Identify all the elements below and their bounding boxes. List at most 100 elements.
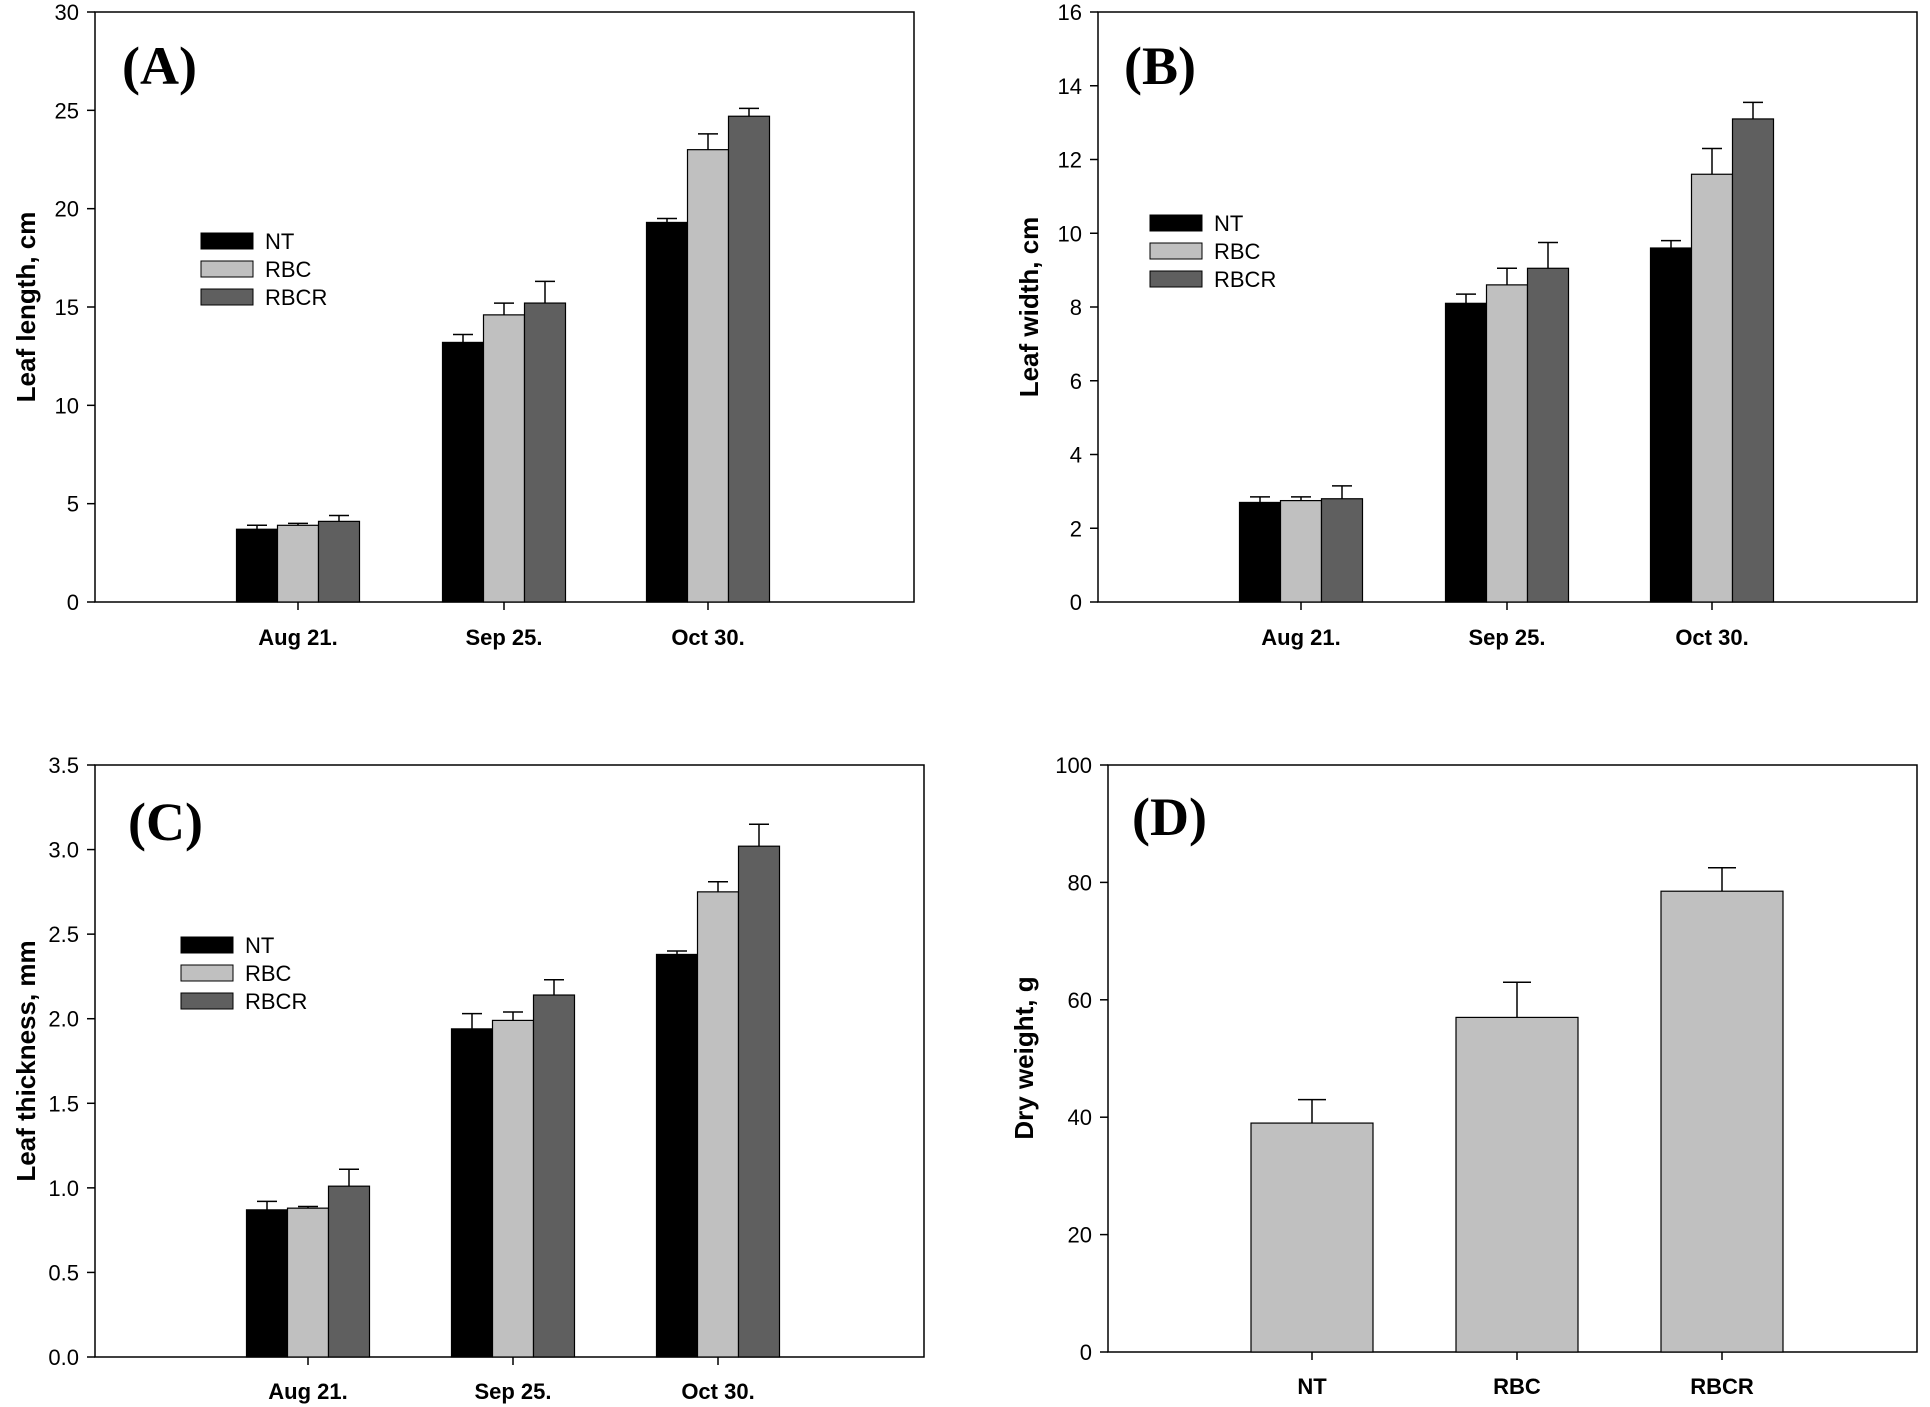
y-tick-label: 100	[1055, 753, 1092, 778]
y-tick-label: 6	[1070, 369, 1082, 394]
legend-swatch	[180, 964, 234, 982]
legend-swatch	[1149, 242, 1203, 260]
y-axis-title: Leaf length, cm	[11, 212, 41, 403]
bar	[727, 115, 771, 603]
bar	[1526, 267, 1570, 603]
bar	[737, 845, 781, 1358]
bar	[696, 891, 740, 1358]
legend-label: RBCR	[1214, 267, 1276, 292]
y-tick-label: 30	[55, 0, 79, 25]
legend-swatch	[1149, 214, 1203, 232]
y-tick-label: 0	[1070, 590, 1082, 615]
y-tick-label: 10	[55, 393, 79, 418]
bar	[1250, 1122, 1374, 1353]
y-tick-label: 25	[55, 98, 79, 123]
bar	[1320, 498, 1364, 603]
legend: NT RBC RBCR	[180, 933, 307, 1014]
y-tick-label: 2.0	[48, 1007, 79, 1032]
y-tick-label: 4	[1070, 443, 1082, 468]
bar	[491, 1019, 535, 1358]
y-tick-label: 3.0	[48, 838, 79, 863]
y-tick-label: 0	[67, 590, 79, 615]
bar	[532, 994, 576, 1358]
panel-letter: (D)	[1132, 787, 1207, 847]
x-tick-label: Oct 30.	[671, 625, 744, 650]
bar	[1238, 501, 1282, 603]
legend-swatch	[180, 992, 234, 1010]
y-tick-label: 14	[1058, 74, 1082, 99]
bar	[1485, 284, 1529, 603]
x-tick-label: Oct 30.	[1675, 625, 1748, 650]
y-tick-label: 80	[1068, 870, 1092, 895]
panel-letter: (B)	[1124, 36, 1196, 96]
x-tick-label: Aug 21.	[258, 625, 337, 650]
y-tick-label: 10	[1058, 221, 1082, 246]
y-tick-label: 15	[55, 295, 79, 320]
y-axis-title: Leaf thickness, mm	[11, 940, 41, 1181]
y-tick-label: 20	[1068, 1223, 1092, 1248]
bar	[1444, 302, 1488, 603]
chart-panel-a: 0 5 10 15 20 25 30 Leaf length, cm Aug 21. Sep 25…	[11, 0, 915, 650]
bar	[655, 953, 699, 1358]
legend-swatch	[180, 936, 234, 954]
chart-panel-d: 0 20 40 60 80 100 Dry weight, g NT RBC RBCR (D)	[1009, 753, 1918, 1399]
legend-label: NT	[245, 933, 274, 958]
y-axis-title: Dry weight, g	[1009, 976, 1039, 1139]
y-tick-label: 12	[1058, 148, 1082, 173]
y-tick-label: 2.5	[48, 922, 79, 947]
legend-swatch	[1149, 270, 1203, 288]
chart-panel-c: 0.0 0.5 1.0 1.5 2.0 2.5 3.0 3.5 Leaf thickness, …	[11, 753, 925, 1404]
bar	[1649, 247, 1693, 603]
bar	[245, 1209, 289, 1358]
legend-label: RBCR	[245, 989, 307, 1014]
bar	[276, 524, 320, 603]
y-tick-label: 3.5	[48, 753, 79, 778]
legend: NT RBC RBCR	[200, 229, 327, 310]
legend: NT RBC RBCR	[1149, 211, 1276, 292]
x-tick-label: Aug 21.	[268, 1379, 347, 1404]
bar	[1660, 890, 1784, 1353]
legend-label: NT	[265, 229, 294, 254]
bar	[482, 314, 526, 603]
bar	[235, 528, 279, 603]
x-tick-label: Aug 21.	[1261, 625, 1340, 650]
bar	[686, 149, 730, 603]
y-tick-label: 2	[1070, 516, 1082, 541]
y-tick-label: 1.5	[48, 1091, 79, 1116]
legend-label: RBC	[1214, 239, 1261, 264]
x-tick-label: Oct 30.	[681, 1379, 754, 1404]
legend-label: RBC	[245, 961, 292, 986]
bar	[1731, 118, 1775, 603]
y-tick-label: 0.5	[48, 1260, 79, 1285]
bar	[1455, 1016, 1579, 1353]
y-tick-label: 20	[55, 197, 79, 222]
panel-letter: (A)	[122, 36, 197, 96]
bar	[1690, 173, 1734, 603]
x-tick-label: Sep 25.	[1468, 625, 1545, 650]
y-tick-label: 0.0	[48, 1345, 79, 1370]
bar	[317, 520, 361, 603]
y-tick-label: 40	[1068, 1105, 1092, 1130]
y-tick-label: 60	[1068, 988, 1092, 1013]
bar	[450, 1028, 494, 1358]
legend-swatch	[200, 260, 254, 278]
y-tick-label: 16	[1058, 0, 1082, 25]
bar	[327, 1185, 371, 1358]
legend-label: RBC	[265, 257, 312, 282]
chart-panel-b: 0 2 4 6 8 10 12 14 16 Leaf width, cm Aug 21. Sep 25…	[1014, 0, 1918, 650]
x-tick-label: RBCR	[1690, 1374, 1754, 1399]
y-tick-label: 1.0	[48, 1176, 79, 1201]
bar	[441, 341, 485, 603]
y-axis-title: Leaf width, cm	[1014, 217, 1044, 398]
bar	[1279, 499, 1323, 603]
legend-swatch	[200, 288, 254, 306]
legend-label: RBCR	[265, 285, 327, 310]
x-tick-label: RBC	[1493, 1374, 1541, 1399]
x-tick-label: NT	[1297, 1374, 1327, 1399]
x-tick-label: Sep 25.	[465, 625, 542, 650]
legend-label: NT	[1214, 211, 1243, 236]
bar	[286, 1207, 330, 1358]
bar	[645, 221, 689, 603]
y-tick-label: 5	[67, 492, 79, 517]
